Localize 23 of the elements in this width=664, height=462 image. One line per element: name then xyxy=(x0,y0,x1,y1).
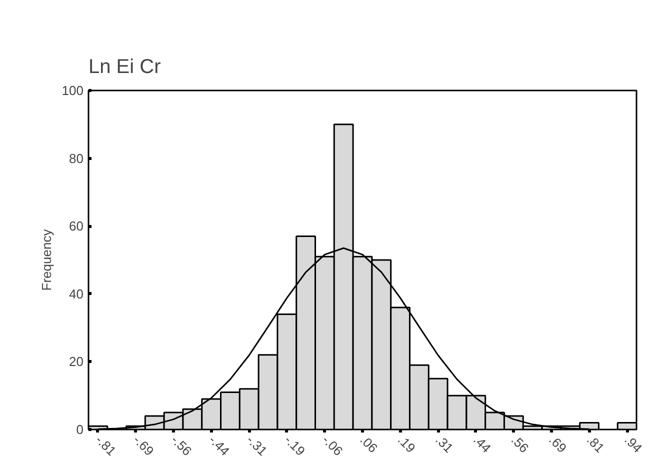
y-axis-title: Frequency xyxy=(38,228,54,291)
x-tick-label: -.19 xyxy=(282,432,308,459)
x-tick-label: .06 xyxy=(357,432,381,456)
x-tick-label: .56 xyxy=(508,432,532,456)
x-tick-label: .44 xyxy=(470,432,494,456)
x-tick-label: .31 xyxy=(432,432,456,456)
x-tick-label: -.69 xyxy=(130,432,157,459)
chart-title: Ln Ei Cr xyxy=(88,56,162,78)
x-tick-label: -.31 xyxy=(244,432,270,459)
y-tick-label: 20 xyxy=(69,354,84,370)
x-tick-label: .94 xyxy=(622,432,646,456)
x-tick-label: .81 xyxy=(584,432,608,456)
x-tick-label: -.56 xyxy=(168,432,195,459)
x-tick-label: .69 xyxy=(546,432,570,456)
y-tick-label: 100 xyxy=(62,83,84,98)
x-tick-label: .19 xyxy=(394,432,418,456)
x-tick-label: -.06 xyxy=(319,432,346,459)
x-tick-label: -.44 xyxy=(206,432,232,459)
y-tick-label: 60 xyxy=(69,218,84,234)
y-tick-label: 40 xyxy=(69,286,84,302)
y-tick-label: 80 xyxy=(69,150,84,166)
y-tick-label: 0 xyxy=(76,422,84,437)
x-tick-label: -.81 xyxy=(92,432,120,459)
